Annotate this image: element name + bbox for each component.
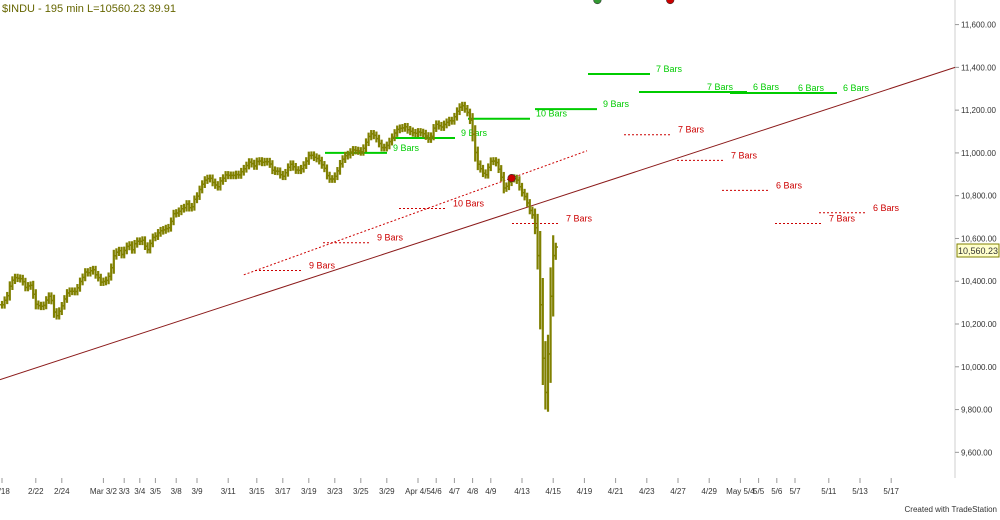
signal-label: 10 Bars: [536, 109, 568, 119]
x-tick-label: 5/7: [789, 487, 801, 496]
y-axis: 11,600.00 11,400.00 11,200.00 11,000.00 10,8…: [955, 21, 997, 457]
x-tick-label: 3/29: [379, 487, 395, 496]
price-bars: [0, 101, 558, 412]
signal-label: 7 Bars: [656, 64, 683, 74]
x-tick-label: 3/15: [249, 487, 265, 496]
signal-label: 7 Bars: [829, 213, 856, 223]
x-tick-label: 4/15: [545, 487, 561, 496]
x-tick-label: Apr 4/5: [405, 487, 431, 496]
signal-label: 9 Bars: [393, 143, 420, 153]
x-tick-label: 5/11: [821, 487, 837, 496]
x-tick-label: 4/9: [485, 487, 497, 496]
signal-label: 6 Bars: [798, 83, 825, 93]
trendline: [0, 66, 956, 381]
annotation-layer: 7 Bars 7 Bars 6 Bars 6 Bars 6 Bars 9 Bars 10 B…: [255, 64, 900, 272]
support-trendline: [243, 150, 588, 276]
x-tick-label: 3/25: [353, 487, 369, 496]
signal-dot: [593, 0, 602, 5]
y-tick-label: 10,200.00: [961, 320, 997, 329]
signal-label: 10 Bars: [453, 199, 485, 209]
x-tick-label: 5/6: [771, 487, 783, 496]
x-tick-label: 3/11: [221, 487, 237, 496]
x-tick-label: 5/5: [753, 487, 765, 496]
signal-dot: [507, 174, 516, 183]
y-tick-label: 10,600.00: [961, 234, 997, 243]
last-price-box: [956, 243, 1000, 258]
last-price-marker: 10,560.23: [956, 243, 1000, 258]
x-tick-label: 2/18: [0, 487, 10, 496]
signal-label: 9 Bars: [377, 233, 404, 243]
x-tick-label: 3/19: [301, 487, 317, 496]
signal-markers: [507, 0, 675, 183]
x-tick-label: 4/23: [639, 487, 655, 496]
x-tick-label: 3/23: [327, 487, 343, 496]
signal-label: 9 Bars: [603, 99, 630, 109]
x-tick-label: 5/13: [852, 487, 868, 496]
x-tick-label: 3/17: [275, 487, 291, 496]
signal-dot: [666, 0, 675, 5]
x-tick-label: 4/21: [608, 487, 624, 496]
signal-label: 7 Bars: [566, 213, 593, 223]
x-tick-label: 4/13: [514, 487, 530, 496]
x-tick-label: 2/22: [28, 487, 44, 496]
last-price-label: 10,560.23: [958, 246, 998, 256]
x-tick-label: 4/19: [577, 487, 593, 496]
trendline-layer: [0, 66, 956, 381]
x-axis: 2/18 2/22 2/24 Mar 3/23/33/4 3/5 3/8 3/9 3/11 3/…: [0, 478, 900, 496]
x-tick-label: 3/3: [119, 487, 131, 496]
x-tick-label: Mar 3/2: [90, 487, 118, 496]
signal-label: 7 Bars: [707, 82, 734, 92]
signal-label: 9 Bars: [309, 261, 336, 271]
chart-title: $INDU - 195 min L=10560.23 39.91: [2, 3, 176, 15]
x-tick-label: 5/17: [883, 487, 899, 496]
x-tick-label: 4/29: [701, 487, 717, 496]
y-tick-label: 11,200.00: [961, 106, 997, 115]
signal-label: 6 Bars: [843, 83, 870, 93]
y-tick-label: 11,400.00: [961, 63, 997, 72]
x-tick-label: 4/8: [467, 487, 479, 496]
y-tick-label: 10,800.00: [961, 192, 997, 201]
x-tick-label: 2/24: [54, 487, 70, 496]
signal-label: 6 Bars: [873, 203, 900, 213]
signal-label: 6 Bars: [753, 82, 780, 92]
x-tick-label: 3/5: [150, 487, 162, 496]
x-tick-label: 4/27: [670, 487, 686, 496]
signal-label: 7 Bars: [731, 150, 758, 160]
x-tick-label: 4/6: [431, 487, 443, 496]
y-tick-label: 9,600.00: [961, 448, 993, 457]
y-tick-label: 9,800.00: [961, 406, 993, 415]
x-tick-label: May 5/4: [726, 487, 755, 496]
footer-credit: Created with TradeStation: [905, 505, 998, 514]
x-tick-label: 4/7: [449, 487, 461, 496]
x-tick-label: 3/8: [171, 487, 183, 496]
y-tick-label: 11,600.00: [961, 21, 997, 30]
signal-label: 7 Bars: [678, 125, 705, 135]
signal-label: 6 Bars: [776, 180, 803, 190]
x-tick-label: 3/9: [191, 487, 203, 496]
y-tick-label: 10,400.00: [961, 277, 997, 286]
x-tick-label: 3/4: [134, 487, 146, 496]
y-tick-label: 10,000.00: [961, 363, 997, 372]
y-tick-label: 11,000.00: [961, 149, 997, 158]
